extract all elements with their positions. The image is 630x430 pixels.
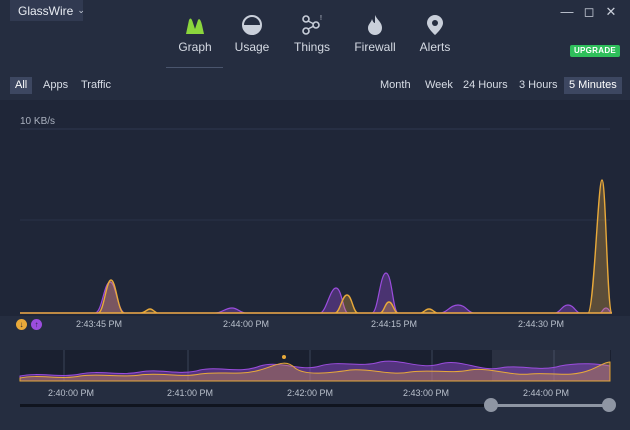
- things-badge: !: [320, 15, 322, 22]
- alerts-icon: [427, 15, 443, 35]
- range-24-hours[interactable]: 24 Hours: [463, 79, 508, 91]
- overview-tick-label: 2:41:00 PM: [167, 388, 214, 398]
- maximize-button[interactable]: ◻: [583, 4, 595, 19]
- active-tab-indicator: [166, 67, 223, 68]
- overview-tick-label: 2:44:00 PM: [523, 388, 570, 398]
- nav-graph[interactable]: Graph: [163, 14, 227, 54]
- overview-tick-label: 2:42:00 PM: [287, 388, 334, 398]
- time-axis: [0, 316, 630, 332]
- x-tick-label: 2:44:30 PM: [518, 319, 565, 329]
- x-tick-label: 2:44:15 PM: [371, 319, 418, 329]
- traffic-graph[interactable]: [0, 100, 630, 332]
- timeline-selection[interactable]: [490, 404, 609, 407]
- timeline-end-handle[interactable]: [602, 398, 616, 412]
- upgrade-button[interactable]: UPGRADE: [570, 45, 620, 57]
- incoming-icon[interactable]: ↓: [16, 319, 27, 330]
- timeline-start-handle[interactable]: [484, 398, 498, 412]
- nav-label: Things: [293, 40, 331, 54]
- range-week[interactable]: Week: [425, 79, 453, 91]
- range-5-minutes[interactable]: 5 Minutes: [564, 77, 622, 94]
- nav-label: Usage: [234, 40, 270, 54]
- nav-label: Alerts: [419, 40, 451, 54]
- y-axis-label: 10 KB/s: [20, 116, 56, 127]
- nav-things[interactable]: ! Things: [280, 14, 344, 54]
- nav-label: Graph: [178, 40, 212, 54]
- range-3-hours[interactable]: 3 Hours: [519, 79, 558, 91]
- incoming-series: [20, 179, 613, 314]
- app-menu-button[interactable]: GlassWire ⌄: [10, 0, 85, 21]
- nav-usage[interactable]: Usage: [220, 14, 284, 54]
- graph-icon: [186, 18, 204, 34]
- x-tick-label: 2:44:00 PM: [223, 319, 270, 329]
- nav-firewall[interactable]: Firewall: [343, 14, 407, 54]
- app-title: GlassWire: [18, 3, 74, 18]
- traffic-graph-svg: [20, 128, 613, 314]
- overview-tick-label: 2:40:00 PM: [48, 388, 95, 398]
- filter-traffic[interactable]: Traffic: [81, 79, 111, 91]
- firewall-icon: [368, 15, 382, 35]
- timeline-scrollbar[interactable]: [20, 404, 610, 407]
- filter-apps[interactable]: Apps: [43, 79, 69, 91]
- minimize-button[interactable]: —: [560, 4, 574, 19]
- filter-all[interactable]: All: [10, 77, 33, 94]
- range-month[interactable]: Month: [380, 79, 411, 91]
- x-tick-label: 2:43:45 PM: [76, 319, 123, 329]
- outgoing-icon[interactable]: ↑: [31, 319, 42, 330]
- chevron-down-icon: ⌄: [77, 5, 85, 15]
- overview-timeline[interactable]: [20, 350, 611, 381]
- things-icon: !: [302, 15, 322, 35]
- nav-alerts[interactable]: Alerts: [403, 14, 467, 54]
- nav-label: Firewall: [354, 40, 396, 54]
- usage-icon: [242, 15, 262, 35]
- close-button[interactable]: ✕: [605, 4, 617, 19]
- overview-tick-label: 2:43:00 PM: [403, 388, 450, 398]
